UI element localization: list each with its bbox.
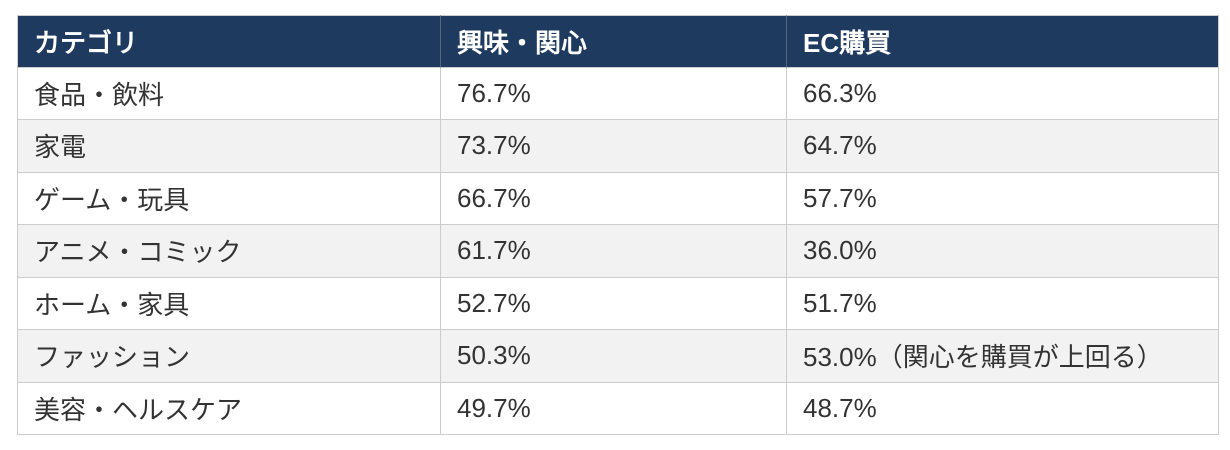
cell-purchase: 66.3% <box>787 67 1219 120</box>
cell-category: 美容・ヘルスケア <box>17 382 441 435</box>
table-body: 食品・飲料 76.7% 66.3% 家電 73.7% 64.7% ゲーム・玩具 … <box>17 67 1219 435</box>
cell-purchase: 51.7% <box>787 277 1219 330</box>
cell-interest: 61.7% <box>441 225 787 278</box>
column-header-interest: 興味・関心 <box>441 15 787 68</box>
cell-category: ゲーム・玩具 <box>17 172 441 225</box>
cell-category: ファッション <box>17 330 441 383</box>
cell-interest: 76.7% <box>441 67 787 120</box>
column-header-ec-purchase: EC購買 <box>787 15 1219 68</box>
cell-purchase: 36.0% <box>787 225 1219 278</box>
cell-interest: 50.3% <box>441 330 787 383</box>
table-row: ゲーム・玩具 66.7% 57.7% <box>17 172 1219 225</box>
cell-category: 食品・飲料 <box>17 67 441 120</box>
cell-purchase: 64.7% <box>787 120 1219 173</box>
cell-category: 家電 <box>17 120 441 173</box>
cell-interest: 73.7% <box>441 120 787 173</box>
category-interest-purchase-table: カテゴリ 興味・関心 EC購買 食品・飲料 76.7% 66.3% 家電 73.… <box>17 15 1219 435</box>
cell-category: ホーム・家具 <box>17 277 441 330</box>
cell-interest: 52.7% <box>441 277 787 330</box>
cell-category: アニメ・コミック <box>17 225 441 278</box>
header-row: カテゴリ 興味・関心 EC購買 <box>17 15 1219 68</box>
cell-purchase: 48.7% <box>787 382 1219 435</box>
cell-purchase: 53.0%（関心を購買が上回る） <box>787 330 1219 383</box>
table-row: 美容・ヘルスケア 49.7% 48.7% <box>17 382 1219 435</box>
table-row: 家電 73.7% 64.7% <box>17 120 1219 173</box>
cell-interest: 66.7% <box>441 172 787 225</box>
cell-purchase: 57.7% <box>787 172 1219 225</box>
table-row: ホーム・家具 52.7% 51.7% <box>17 277 1219 330</box>
table-container: カテゴリ 興味・関心 EC購買 食品・飲料 76.7% 66.3% 家電 73.… <box>17 15 1219 435</box>
table-row: 食品・飲料 76.7% 66.3% <box>17 67 1219 120</box>
column-header-category: カテゴリ <box>17 15 441 68</box>
table-header: カテゴリ 興味・関心 EC購買 <box>17 15 1219 68</box>
table-row: ファッション 50.3% 53.0%（関心を購買が上回る） <box>17 330 1219 383</box>
cell-interest: 49.7% <box>441 382 787 435</box>
table-row: アニメ・コミック 61.7% 36.0% <box>17 225 1219 278</box>
